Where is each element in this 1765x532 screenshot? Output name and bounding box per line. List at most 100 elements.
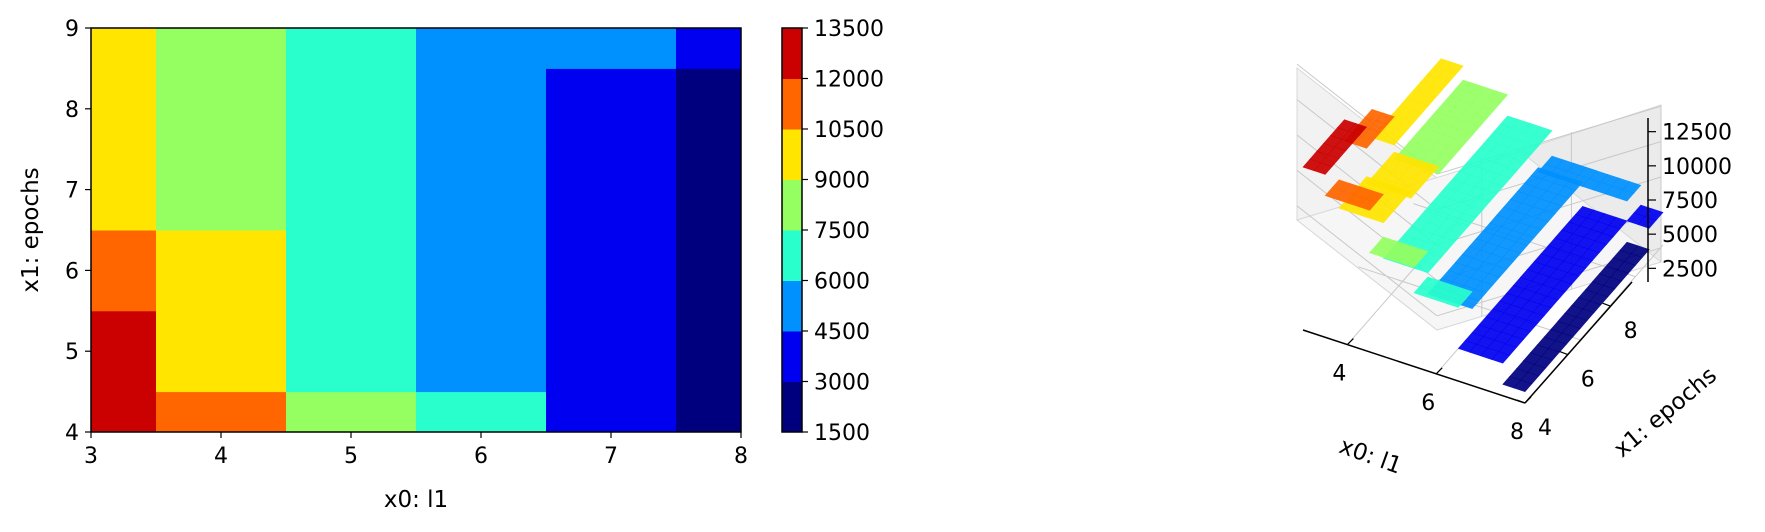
surface-facet [1382, 133, 1402, 146]
contour-x-tick-label: 3 [84, 444, 98, 469]
contour-y-tick-label: 4 [65, 421, 79, 446]
contour-y-ticks: 4 5 6 7 8 9 [65, 17, 91, 446]
contour-y-tick-label: 9 [65, 17, 79, 42]
contour-cell [546, 28, 677, 69]
surface-facet [1371, 210, 1391, 224]
colorbar-tick-label: 3000 [814, 371, 870, 396]
grid-line [1296, 205, 1438, 317]
colorbar-tick-label: 12000 [814, 68, 884, 93]
surface-z-tick-label: 7500 [1662, 189, 1718, 214]
contour-cell [286, 391, 417, 433]
contour-cell [546, 391, 677, 433]
surface-facet [1354, 136, 1375, 149]
contour-cell [286, 310, 417, 393]
surface-facet [1491, 351, 1511, 364]
contour-x-axis-label: x0: l1 [384, 487, 448, 513]
surface-x-tick-label: 6 [1421, 391, 1435, 416]
contour-y-tick-label: 7 [65, 179, 79, 204]
surface-x-tick-label: 8 [1510, 420, 1524, 445]
colorbar-tick-label: 6000 [814, 270, 870, 295]
surface-y-tick-mark [1602, 302, 1611, 307]
contour-cell [156, 68, 287, 150]
contour-cell [676, 28, 742, 69]
surface-x-axis-label: x0: l1 [1336, 433, 1405, 479]
contour-cell [91, 68, 157, 150]
contour-cell [91, 230, 157, 312]
surface-x-tick-mark [1346, 338, 1354, 346]
contour-cell [91, 28, 157, 69]
surface-x-axis-line [1302, 329, 1526, 404]
surface-x-tick-mark [1524, 396, 1532, 404]
contour-cell [676, 391, 742, 433]
surface-z-tick-label: 12500 [1662, 121, 1732, 146]
surface-facet [1416, 260, 1436, 274]
surface-y-tick-mark [1516, 399, 1526, 404]
contour-cell [286, 230, 417, 312]
contour-cell [676, 68, 742, 150]
contour-cell [156, 28, 287, 69]
contour-y-tick-label: 8 [65, 98, 79, 123]
surface-y-tick-label: 4 [1538, 416, 1552, 441]
contour-x-tick-label: 7 [604, 444, 618, 469]
contour-cell [676, 310, 742, 393]
colorbar-tick-label: 10500 [814, 118, 884, 143]
contour-cell [286, 28, 417, 69]
contour-x-tick-label: 5 [344, 444, 358, 469]
surface-y-axis-line [1524, 281, 1633, 404]
colorbar-band [782, 331, 802, 382]
contour-cell [416, 310, 547, 393]
surface-x-tick-mark [1435, 367, 1443, 375]
surface-z-tick-label: 10000 [1662, 155, 1732, 180]
contour-cell [416, 68, 547, 150]
surface-facet [1637, 216, 1657, 229]
surface-facet [1460, 296, 1480, 309]
surface-y-tick-label: 6 [1581, 368, 1595, 393]
contour-cell [156, 149, 287, 231]
surface-z-tick-label: 5000 [1662, 223, 1718, 248]
colorbar-band [782, 28, 802, 79]
contour-x-tick-label: 6 [474, 444, 488, 469]
colorbar-tick-label: 4500 [814, 320, 870, 345]
contour-cell [156, 391, 287, 433]
colorbar-band [782, 280, 802, 332]
surface-facet [1357, 198, 1378, 211]
contour-axes-frame [90, 27, 742, 433]
colorbar-tick-label: 9000 [814, 169, 870, 194]
contour-x-tick-label: 8 [734, 444, 748, 469]
colorbar-ticks: 1500 3000 4500 6000 7500 9000 10500 12000 13500 [802, 17, 884, 446]
colorbar-tick-label: 7500 [814, 219, 870, 244]
surface-facet [1402, 255, 1422, 268]
contour-cell [416, 149, 547, 231]
contour-cell [546, 149, 677, 231]
contour-y-tick-label: 5 [65, 340, 79, 365]
contour-cell [156, 230, 287, 312]
surface-facet [1446, 295, 1466, 308]
surface-facet [1615, 189, 1635, 202]
colorbar-band [782, 179, 802, 231]
surface-strips [1302, 58, 1664, 393]
colorbar-tick-label: 13500 [814, 17, 884, 42]
contour-cell [676, 230, 742, 312]
contour-cell [416, 230, 547, 312]
surface-facet [1313, 162, 1333, 175]
contour-cell [676, 149, 742, 231]
colorbar: 1500 3000 4500 6000 7500 9000 10500 12000 13500 [781, 17, 884, 446]
contour-cell [91, 149, 157, 231]
contour-cell [416, 391, 547, 433]
contour-cells [91, 28, 742, 433]
surface-y-tick-label: 8 [1624, 319, 1638, 344]
contour-cell [546, 230, 677, 312]
surface-y-axis-label: x1: epochs [1609, 362, 1722, 462]
contour-cell [416, 28, 547, 69]
colorbar-tick-label: 1500 [814, 421, 870, 446]
colorbar-band [782, 230, 802, 281]
contour-y-tick-label: 6 [65, 259, 79, 284]
colorbar-bands [782, 28, 802, 433]
contour-y-axis-label: x1: epochs [18, 167, 44, 292]
contour-cell [286, 68, 417, 150]
contour-cell [546, 310, 677, 393]
surface-facet [1513, 379, 1533, 393]
